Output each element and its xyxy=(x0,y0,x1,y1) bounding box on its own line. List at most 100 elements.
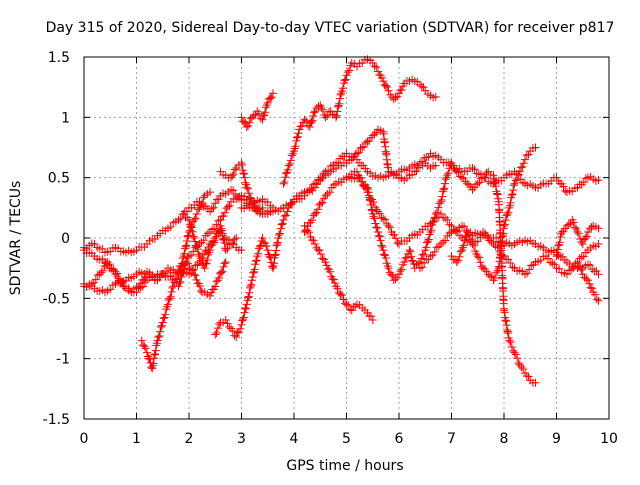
data-point xyxy=(317,250,325,259)
data-point xyxy=(228,171,237,180)
data-point xyxy=(437,195,446,204)
data-point xyxy=(369,212,378,221)
data-point xyxy=(157,323,165,332)
data-point xyxy=(432,243,441,252)
data-point xyxy=(383,82,392,91)
data-point xyxy=(103,258,112,267)
data-point xyxy=(361,164,370,173)
data-point xyxy=(513,354,522,363)
data-point xyxy=(206,291,214,300)
data-point xyxy=(424,152,433,161)
data-point xyxy=(262,103,270,112)
data-point xyxy=(242,300,251,309)
data-point xyxy=(501,316,510,325)
data-point xyxy=(553,245,562,254)
data-point xyxy=(282,169,291,178)
data-point xyxy=(329,181,338,190)
data-point xyxy=(269,89,277,98)
data-point xyxy=(267,93,276,102)
data-point xyxy=(440,184,449,193)
data-point xyxy=(563,270,571,279)
data-point xyxy=(323,189,332,198)
data-point xyxy=(189,232,198,241)
data-point xyxy=(242,183,251,192)
data-point xyxy=(525,265,534,274)
data-point xyxy=(410,167,419,176)
data-point xyxy=(332,282,340,291)
data-point xyxy=(151,346,160,355)
data-point xyxy=(321,113,330,122)
data-point xyxy=(197,200,206,209)
data-point xyxy=(250,265,259,274)
data-point xyxy=(171,275,180,284)
data-point xyxy=(196,254,205,263)
data-point xyxy=(470,165,479,174)
data-point xyxy=(237,159,246,168)
data-point xyxy=(586,261,595,270)
data-point xyxy=(326,267,335,276)
data-point xyxy=(232,332,241,341)
x-tick-label: 8 xyxy=(500,431,509,447)
data-point xyxy=(145,355,154,364)
data-point xyxy=(236,324,245,333)
data-point xyxy=(211,199,220,208)
data-point xyxy=(357,177,366,186)
data-point xyxy=(377,73,386,82)
data-point xyxy=(221,208,229,217)
data-point xyxy=(531,378,540,387)
data-point xyxy=(232,234,241,242)
x-tick-label: 0 xyxy=(80,431,89,447)
data-point xyxy=(325,188,334,197)
data-point xyxy=(505,203,514,212)
data-point xyxy=(521,155,529,164)
data-point xyxy=(594,296,603,305)
data-point xyxy=(379,214,388,223)
data-point xyxy=(141,344,150,353)
data-point xyxy=(373,223,382,232)
data-point xyxy=(212,329,221,338)
y-tick-label: -1.5 xyxy=(43,412,70,428)
data-point xyxy=(225,323,234,332)
data-point xyxy=(368,206,377,215)
data-point xyxy=(445,229,454,238)
data-point xyxy=(293,133,301,142)
data-point xyxy=(483,231,492,240)
data-point xyxy=(286,156,295,165)
data-point xyxy=(456,172,465,181)
data-point xyxy=(321,191,330,200)
data-point xyxy=(506,258,515,267)
data-point xyxy=(271,251,280,260)
data-point xyxy=(487,238,496,247)
data-point xyxy=(255,242,264,251)
data-point xyxy=(393,238,402,247)
data-point xyxy=(294,129,303,138)
data-point xyxy=(439,185,448,194)
data-point xyxy=(363,137,372,146)
data-point xyxy=(246,194,255,203)
data-point xyxy=(168,283,177,292)
data-point xyxy=(422,243,431,252)
data-point xyxy=(519,159,528,168)
data-point xyxy=(251,206,260,215)
data-point xyxy=(460,236,469,245)
data-point xyxy=(485,236,494,245)
data-point xyxy=(402,253,411,262)
data-point xyxy=(206,246,214,255)
series-arc-6 xyxy=(211,125,440,341)
data-point xyxy=(573,227,582,236)
data-point xyxy=(557,227,566,236)
data-point xyxy=(338,291,346,300)
data-point xyxy=(209,203,218,212)
data-point xyxy=(387,270,396,279)
data-point xyxy=(190,270,199,279)
data-point xyxy=(502,317,511,326)
data-point xyxy=(406,247,415,256)
data-point xyxy=(179,209,188,218)
data-point xyxy=(517,163,526,172)
data-point xyxy=(553,250,562,259)
data-point xyxy=(250,201,259,210)
data-point xyxy=(107,264,116,273)
data-point xyxy=(273,240,282,249)
data-point xyxy=(239,315,247,324)
